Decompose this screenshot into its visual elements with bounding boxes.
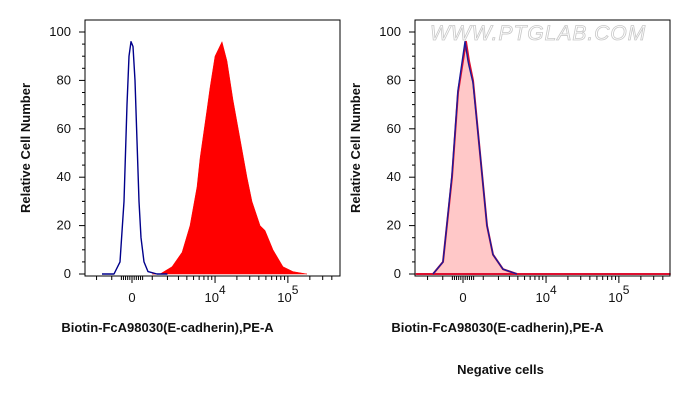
y-tick-label: 20 (57, 218, 71, 233)
x-tick-base: 10 (535, 290, 549, 305)
y-tick-label: 100 (49, 24, 71, 39)
y-tick-label: 40 (387, 169, 401, 184)
x-tick-base: 10 (277, 290, 291, 305)
histogram-line-series-1 (432, 41, 518, 275)
x-tick-exponent: 4 (219, 283, 226, 297)
x-tick-base: 0 (459, 290, 466, 305)
x-tick-label: 0 (459, 290, 466, 305)
histogram-line-series-1 (102, 41, 168, 275)
y-tick-label: 20 (387, 218, 401, 233)
x-tick-label: 0 (128, 290, 135, 305)
histogram-filled-series-0 (151, 41, 308, 275)
plot-frame (84, 19, 341, 277)
histogram-filled-series-0 (415, 40, 671, 275)
x-tick-base: 0 (128, 290, 135, 305)
x-tick-label: 105 (277, 283, 298, 305)
y-tick-label: 40 (57, 169, 71, 184)
x-tick-base: 10 (608, 290, 622, 305)
x-axis-label: Biotin-FcA98030(E-cadherin),PE-A (61, 320, 274, 335)
x-tick-label: 104 (204, 283, 225, 305)
x-tick-exponent: 5 (623, 283, 630, 297)
x-tick-label: 104 (535, 283, 556, 305)
y-tick-label: 60 (57, 121, 71, 136)
watermark-text: WWW.PTGLAB.COM (430, 22, 646, 45)
x-tick-exponent: 5 (292, 283, 299, 297)
x-tick-base: 10 (204, 290, 218, 305)
x-axis-label: Biotin-FcA98030(E-cadherin),PE-A (391, 320, 604, 335)
y-tick-label: 60 (387, 121, 401, 136)
x-tick-exponent: 4 (550, 283, 557, 297)
y-tick-label: 0 (64, 266, 71, 281)
y-axis-label: Relative Cell Number (18, 83, 33, 213)
y-tick-label: 100 (379, 24, 401, 39)
y-tick-label: 80 (387, 72, 401, 87)
y-tick-label: 80 (57, 72, 71, 87)
y-axis-label: Relative Cell Number (348, 83, 363, 213)
y-tick-label: 0 (394, 266, 401, 281)
x-tick-label: 105 (608, 283, 629, 305)
panel-caption: Negative cells (457, 362, 544, 377)
